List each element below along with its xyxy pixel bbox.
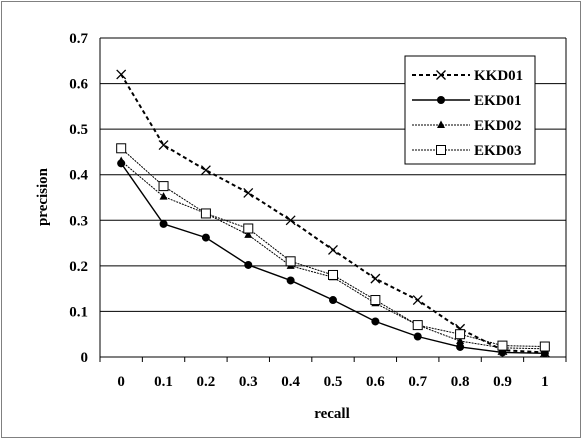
data-point-ekd03 (116, 143, 127, 154)
data-point-kkd01 (412, 295, 423, 305)
x-tick-label: 0.5 (324, 374, 343, 390)
marker-stroke (436, 70, 446, 80)
data-point-ekd03 (285, 256, 296, 267)
y-tick-label: 0.3 (69, 213, 88, 229)
legend-marker (436, 70, 446, 80)
y-tick-label: 0.2 (69, 259, 88, 275)
data-point-ekd02 (159, 192, 168, 200)
legend-label: EKD01 (474, 93, 522, 109)
legend-entry-ekd02: EKD02 (412, 118, 522, 134)
legend-marker (437, 96, 445, 104)
marker-stroke (243, 187, 254, 198)
data-point-ekd02 (456, 336, 465, 345)
y-tick-label: 0.6 (69, 77, 88, 93)
data-point-kkd01 (116, 69, 127, 80)
data-point-ekd01 (244, 260, 253, 269)
legend-marker (436, 145, 446, 155)
data-point-ekd03 (497, 340, 508, 351)
marker-stroke (116, 69, 127, 80)
data-point-kkd01 (285, 215, 296, 226)
data-point-kkd01 (158, 140, 169, 151)
data-point-ekd02 (117, 156, 126, 165)
data-point-kkd01 (328, 244, 338, 255)
legend-marker (437, 120, 445, 128)
x-tick-label: 0.4 (281, 374, 300, 390)
data-point-ekd03 (455, 329, 466, 340)
x-tick-label: 0.1 (154, 374, 173, 390)
marker-stroke (158, 140, 169, 151)
data-point-ekd01 (159, 219, 168, 228)
x-tick-label: 0.3 (239, 374, 258, 390)
marker-stroke (370, 273, 381, 284)
data-point-ekd03 (158, 181, 169, 192)
data-point-ekd03 (243, 223, 254, 234)
data-point-ekd03 (200, 208, 211, 219)
y-axis-label: precision (35, 167, 51, 226)
data-point-ekd03 (328, 269, 338, 280)
legend-entry-kkd01: KKD01 (412, 68, 523, 84)
marker-stroke (412, 295, 423, 305)
y-tick-label: 0.1 (69, 304, 88, 320)
x-tick-label: 0.2 (197, 374, 216, 390)
series-ekd01 (117, 159, 549, 358)
x-axis-label: recall (314, 406, 350, 422)
legend-label: EKD03 (474, 143, 522, 159)
x-tick-label: 1 (541, 374, 549, 390)
data-point-ekd03 (412, 320, 423, 331)
series-layer (116, 69, 550, 358)
data-point-kkd01 (370, 273, 381, 284)
legend: KKD01 EKD01 EKD02 EKD03 (404, 55, 536, 165)
legend-label: EKD02 (474, 118, 522, 134)
x-tick-label: 0 (117, 374, 125, 390)
data-point-ekd01 (456, 342, 465, 351)
data-point-ekd01 (329, 296, 337, 305)
y-tick-label: 0.5 (69, 122, 88, 138)
data-point-kkd01 (243, 187, 254, 198)
data-point-kkd01 (200, 165, 211, 176)
y-tick-label: 0.7 (69, 31, 88, 47)
y-tick-label: 0.4 (69, 168, 88, 184)
marker-stroke (285, 215, 296, 226)
x-tick-label: 0.8 (451, 374, 470, 390)
legend-label: KKD01 (474, 68, 523, 84)
x-tick-label: 0.7 (408, 374, 427, 390)
data-point-ekd03 (370, 295, 381, 306)
data-point-ekd03 (539, 341, 550, 352)
data-point-ekd01 (286, 276, 295, 285)
series-ekd03 (116, 143, 550, 352)
data-point-ekd01 (201, 233, 210, 242)
marker-stroke (200, 165, 211, 176)
legend-entry-ekd01: EKD01 (412, 93, 522, 109)
axis-layer: 0 0.1 0.2 0.3 0.4 0.5 0.6 0.7 0 0.1 0.2 0.3 0.4 0.5 0.… (69, 31, 567, 390)
data-point-ekd01 (413, 332, 422, 341)
x-tick-label: 0.6 (366, 374, 385, 390)
x-tick-label: 0.9 (493, 374, 512, 390)
data-point-ekd01 (371, 317, 380, 326)
y-tick-label: 0 (81, 350, 89, 366)
data-point-ekd02 (244, 230, 253, 238)
marker-stroke (328, 244, 338, 255)
legend-entry-ekd03: EKD03 (412, 143, 522, 159)
